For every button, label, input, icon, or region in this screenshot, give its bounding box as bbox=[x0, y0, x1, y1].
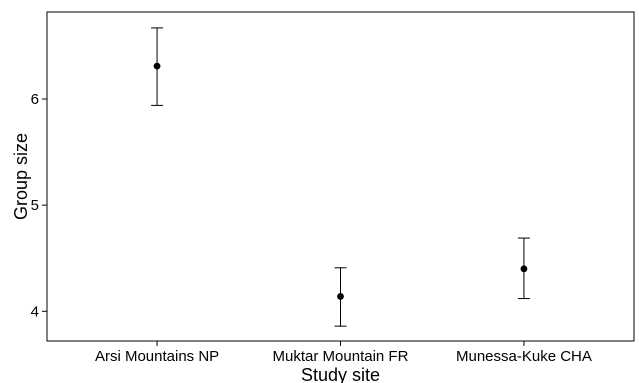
data-point bbox=[337, 293, 344, 300]
y-axis: 4 5 6 bbox=[31, 91, 47, 320]
y-tick-label: 6 bbox=[31, 91, 39, 108]
y-tick-label: 4 bbox=[31, 303, 39, 320]
y-axis-title: Group size bbox=[11, 133, 31, 220]
data-point bbox=[153, 62, 161, 70]
y-tick-label: 5 bbox=[31, 197, 39, 214]
x-tick-label: Muktar Mountain FR bbox=[273, 348, 409, 365]
errorbar-group bbox=[151, 27, 164, 106]
data-marks bbox=[151, 27, 530, 327]
x-axis-title: Study site bbox=[301, 365, 380, 383]
x-tick-label: Arsi Mountains NP bbox=[95, 348, 219, 365]
data-point bbox=[520, 265, 528, 273]
errorbar-group bbox=[334, 267, 347, 327]
x-axis: Arsi Mountains NP Muktar Mountain FR Munes… bbox=[95, 341, 592, 365]
x-tick-label: Munessa-Kuke CHA bbox=[456, 348, 592, 365]
errorbar-group bbox=[517, 237, 530, 300]
